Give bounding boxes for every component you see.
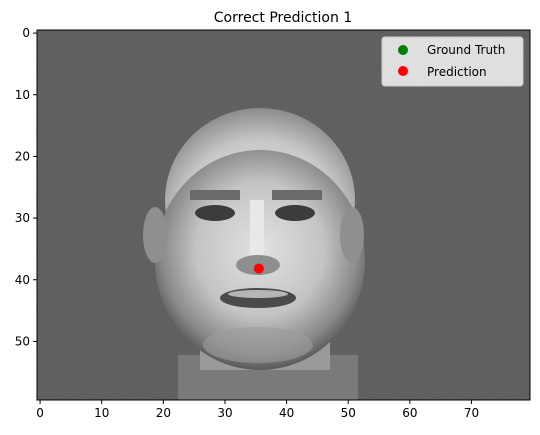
face-image: [37, 30, 530, 400]
x-tick-label: 60: [402, 406, 417, 420]
legend-marker-prediction: [398, 66, 408, 76]
legend-label-prediction: Prediction: [427, 65, 487, 79]
chart-title: Correct Prediction 1: [214, 10, 352, 26]
y-tick-label: 50: [15, 334, 30, 348]
y-tick-label: 20: [15, 149, 30, 163]
x-axis: 0 10 20 30 40 50 60 70: [36, 400, 479, 420]
y-tick-label: 0: [22, 26, 30, 40]
y-tick-label: 10: [15, 88, 30, 102]
x-tick-label: 20: [156, 406, 171, 420]
data-points: [253, 263, 264, 274]
x-tick-label: 50: [341, 406, 356, 420]
x-tick-label: 0: [36, 406, 44, 420]
legend-marker-ground-truth: [398, 45, 408, 55]
legend-box: [381, 36, 524, 87]
axes-frame: [36, 29, 531, 401]
legend: Ground Truth Prediction: [381, 36, 524, 87]
y-axis: 0 10 20 30 40 50: [15, 26, 37, 348]
x-tick-label: 70: [464, 406, 479, 420]
prediction-point: [253, 263, 264, 274]
x-tick-label: 10: [94, 406, 109, 420]
x-tick-label: 40: [279, 406, 294, 420]
y-tick-label: 30: [15, 211, 30, 225]
legend-label-ground-truth: Ground Truth: [427, 43, 505, 57]
x-tick-label: 30: [217, 406, 232, 420]
y-tick-label: 40: [15, 273, 30, 287]
